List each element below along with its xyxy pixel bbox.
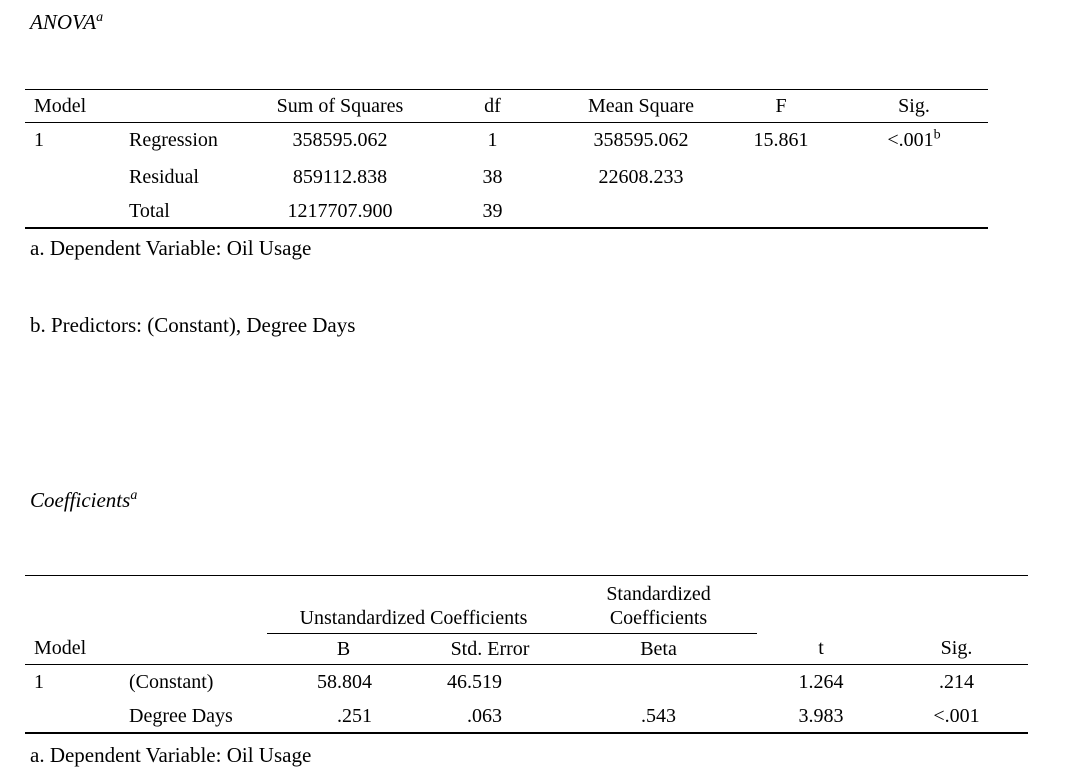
coefficients-header-unstandardized: Unstandardized Coefficients xyxy=(267,575,561,634)
coefficients-column-label-row: Model B Std. Error Beta t Sig. xyxy=(25,633,1029,665)
coefficients-cell-model xyxy=(25,701,120,733)
anova-header-sum-of-squares: Sum of Squares xyxy=(255,89,425,123)
coefficients-header-spacer xyxy=(885,576,1028,634)
anova-cell-model: 1 xyxy=(34,129,44,152)
anova-cell-source: Total xyxy=(129,199,170,222)
coefficients-cell-std-error: .063 xyxy=(467,704,503,727)
coefficients-cell-sig: <.001 xyxy=(933,704,980,727)
coefficients-cell-variable: Degree Days xyxy=(129,704,233,727)
coefficients-cell-t: 1.264 xyxy=(798,671,844,694)
coefficients-header-t: t xyxy=(757,633,886,665)
coefficients-cell-model: 1 xyxy=(34,671,44,694)
anova-sig-superscript: b xyxy=(933,127,941,143)
anova-header-sig: Sig. xyxy=(840,89,988,123)
coefficients-header-standardized-line2: Coefficients xyxy=(609,607,708,629)
anova-cell-f xyxy=(722,196,840,228)
anova-cell-sig: <.001b xyxy=(840,123,988,159)
coefficients-header-std-error: Std. Error xyxy=(420,633,561,665)
coefficients-header-standardized-line1: Standardized xyxy=(606,583,711,605)
coefficients-header-model: Model xyxy=(25,633,267,665)
anova-cell-mean-square: 22608.233 xyxy=(598,165,684,188)
anova-header-mean-square: Mean Square xyxy=(560,89,722,123)
coefficients-cell-beta: .543 xyxy=(641,704,677,727)
anova-header-df: df xyxy=(425,89,560,123)
anova-header-row: Model Sum of Squares df Mean Square F Si… xyxy=(25,89,988,123)
coefficients-cell-sig: .214 xyxy=(939,671,975,694)
coefficients-cell-t: 3.983 xyxy=(798,704,844,727)
coefficients-header-sig: Sig. xyxy=(885,633,1029,665)
anova-cell-df: 1 xyxy=(487,129,498,152)
anova-cell-source: Regression xyxy=(129,129,218,152)
anova-cell-mean-square: 358595.062 xyxy=(593,129,689,152)
anova-cell-sum-of-squares: 859112.838 xyxy=(292,165,388,188)
coefficients-footnote-a: a. Dependent Variable: Oil Usage xyxy=(30,743,312,767)
coefficients-header-spacer xyxy=(757,576,885,634)
coefficients-header-b: B xyxy=(267,633,420,665)
coefficients-title: Coefficientsa xyxy=(30,488,137,513)
anova-cell-df: 39 xyxy=(482,199,503,222)
anova-cell-sum-of-squares: 358595.062 xyxy=(292,129,388,152)
anova-cell-f: 15.861 xyxy=(753,129,809,152)
table-row: Residual 859112.838 38 22608.233 xyxy=(25,159,988,196)
anova-cell-source: Residual xyxy=(129,165,199,188)
anova-cell-df: 38 xyxy=(482,165,503,188)
anova-cell-f xyxy=(722,159,840,196)
anova-sig-value: <.001 xyxy=(887,129,934,152)
coefficients-title-text: Coefficients xyxy=(30,488,131,512)
table-row: Degree Days .251 .063 .543 3.983 <.001 xyxy=(25,701,1028,733)
anova-cell-model xyxy=(25,196,120,228)
anova-title: ANOVAa xyxy=(30,10,103,35)
anova-cell-sig xyxy=(840,159,988,196)
anova-table: Model Sum of Squares df Mean Square F Si… xyxy=(25,89,988,229)
anova-cell-sum-of-squares: 1217707.900 xyxy=(287,199,393,222)
anova-cell-model xyxy=(25,159,120,196)
coefficients-group-header-row: Unstandardized Coefficients Standardized… xyxy=(25,575,1028,634)
anova-cell-sig xyxy=(840,196,988,228)
coefficients-title-superscript: a xyxy=(130,488,138,503)
table-row: 1 Regression 358595.062 1 358595.062 15.… xyxy=(25,123,988,159)
anova-cell-mean-square xyxy=(560,196,722,228)
table-row: Total 1217707.900 39 xyxy=(25,196,988,228)
coefficients-header-standardized: Standardized Coefficients xyxy=(560,575,758,634)
anova-title-superscript: a xyxy=(96,10,104,25)
table-row: 1 (Constant) 58.804 46.519 1.264 .214 xyxy=(25,665,1028,701)
coefficients-table: Unstandardized Coefficients Standardized… xyxy=(25,575,1029,734)
coefficients-cell-std-error: 46.519 xyxy=(447,671,503,694)
anova-title-text: ANOVA xyxy=(30,10,97,34)
coefficients-cell-b: .251 xyxy=(337,704,372,727)
coefficients-header-spacer xyxy=(25,576,267,634)
coefficients-cell-beta xyxy=(560,665,757,701)
coefficients-cell-b: 58.804 xyxy=(317,671,372,694)
anova-header-f: F xyxy=(722,89,840,123)
anova-footnote-b: b. Predictors: (Constant), Degree Days xyxy=(30,313,356,337)
anova-footnote-a: a. Dependent Variable: Oil Usage xyxy=(30,236,312,260)
coefficients-cell-variable: (Constant) xyxy=(129,671,214,694)
anova-header-model: Model xyxy=(25,89,255,123)
coefficients-header-beta: Beta xyxy=(560,633,758,665)
